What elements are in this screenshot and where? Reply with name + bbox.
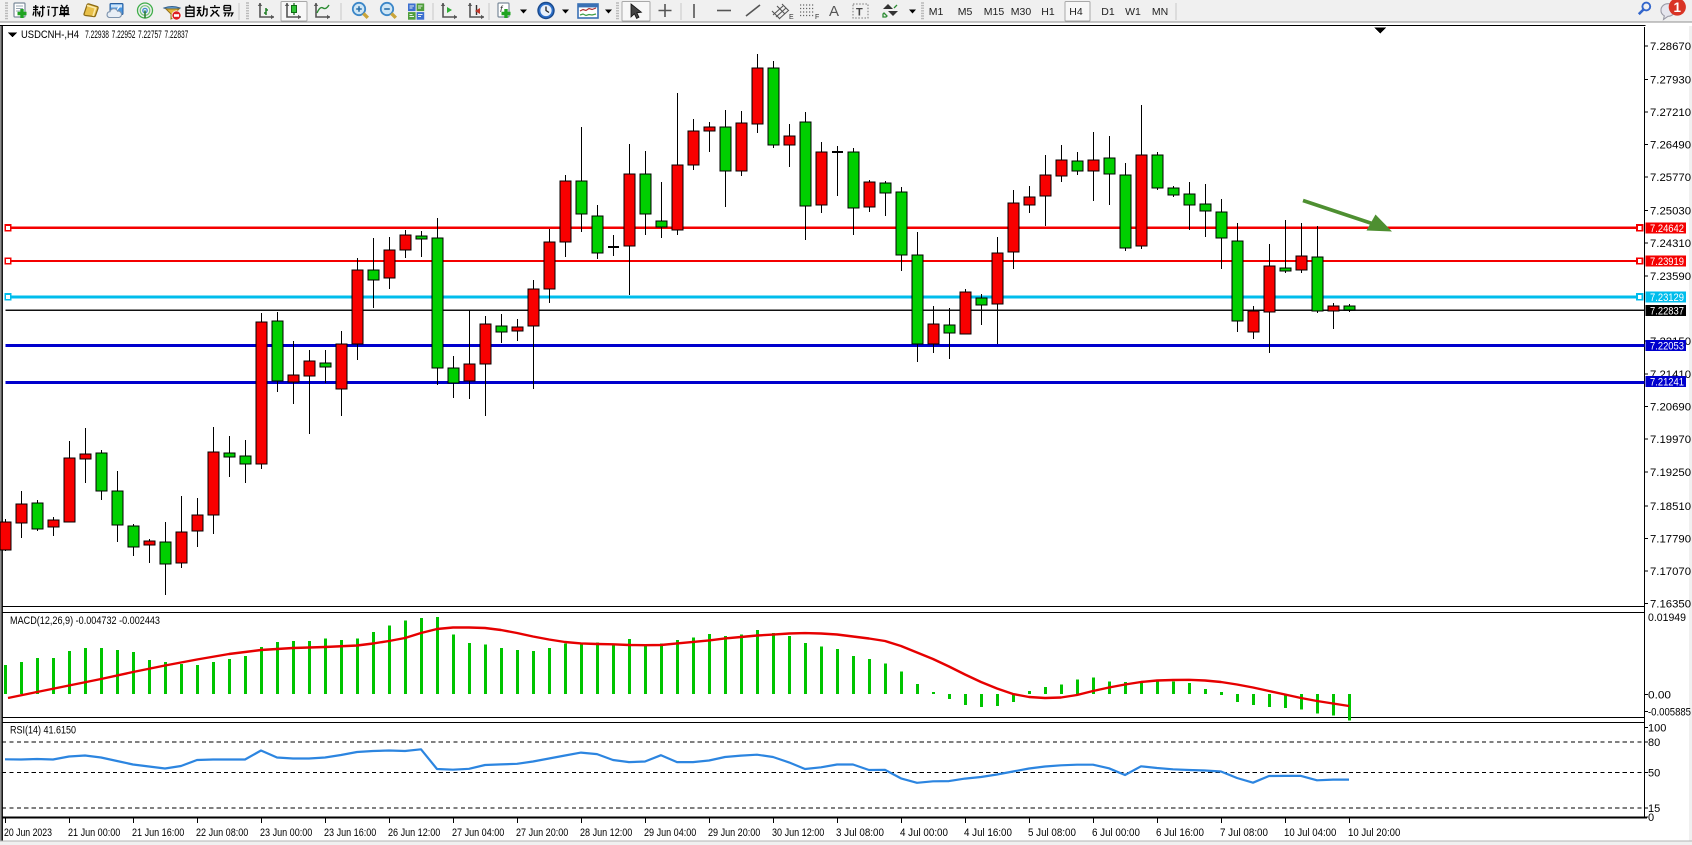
svg-text:7.23129: 7.23129 <box>1650 292 1684 304</box>
svg-text:M15: M15 <box>984 6 1005 18</box>
svg-text:7.19250: 7.19250 <box>1650 467 1691 479</box>
svg-text:15: 15 <box>1648 803 1660 815</box>
svg-text:7.22837: 7.22837 <box>1650 306 1684 318</box>
svg-text:7.25030: 7.25030 <box>1650 206 1691 218</box>
svg-text:7.21241: 7.21241 <box>1650 377 1684 389</box>
svg-text:100: 100 <box>1648 723 1666 735</box>
svg-text:3 Jul 08:00: 3 Jul 08:00 <box>836 827 884 839</box>
svg-text:7.27210: 7.27210 <box>1650 107 1691 119</box>
svg-text:10 Jul 20:00: 10 Jul 20:00 <box>1348 827 1400 839</box>
svg-text:0.01949: 0.01949 <box>1648 612 1686 624</box>
svg-text:4 Jul 00:00: 4 Jul 00:00 <box>900 827 948 839</box>
svg-text:29 Jun 04:00: 29 Jun 04:00 <box>644 827 696 839</box>
svg-text:A: A <box>829 3 839 20</box>
svg-text:7.24310: 7.24310 <box>1650 238 1691 250</box>
svg-text:F: F <box>815 14 819 21</box>
svg-text:7.22837: 7.22837 <box>165 29 189 41</box>
svg-text:MACD(12,26,9) -0.004732 -0.002: MACD(12,26,9) -0.004732 -0.002443 <box>10 615 160 627</box>
svg-text:MN: MN <box>1152 6 1168 18</box>
svg-text:T: T <box>856 7 863 19</box>
svg-text:27 Jun 04:00: 27 Jun 04:00 <box>452 827 504 839</box>
svg-text:6 Jul 16:00: 6 Jul 16:00 <box>1156 827 1204 839</box>
svg-text:5 Jul 08:00: 5 Jul 08:00 <box>1028 827 1076 839</box>
svg-text:7 Jul 08:00: 7 Jul 08:00 <box>1220 827 1268 839</box>
svg-text:USDCNH-,H4: USDCNH-,H4 <box>21 29 79 41</box>
svg-text:7.28670: 7.28670 <box>1650 41 1691 53</box>
svg-text:7.22757: 7.22757 <box>138 29 162 41</box>
svg-text:0.00: 0.00 <box>1648 690 1671 702</box>
svg-text:7.22952: 7.22952 <box>112 29 136 41</box>
svg-text:7.18510: 7.18510 <box>1650 501 1691 513</box>
svg-text:W1: W1 <box>1125 6 1141 18</box>
svg-text:21 Jun 00:00: 21 Jun 00:00 <box>68 827 120 839</box>
svg-text:M1: M1 <box>929 6 944 18</box>
svg-text:7.22053: 7.22053 <box>1650 341 1684 353</box>
svg-text:D1: D1 <box>1101 6 1115 18</box>
svg-text:7.16350: 7.16350 <box>1650 599 1691 611</box>
svg-text:28 Jun 12:00: 28 Jun 12:00 <box>580 827 632 839</box>
svg-text:7.19970: 7.19970 <box>1650 434 1691 446</box>
svg-text:10 Jul 04:00: 10 Jul 04:00 <box>1284 827 1336 839</box>
svg-text:7.26490: 7.26490 <box>1650 140 1691 152</box>
svg-text:7.17790: 7.17790 <box>1650 533 1691 545</box>
svg-text:6 Jul 00:00: 6 Jul 00:00 <box>1092 827 1140 839</box>
svg-text:7.27930: 7.27930 <box>1650 75 1691 87</box>
svg-text:23 Jun 16:00: 23 Jun 16:00 <box>324 827 376 839</box>
svg-text:E: E <box>789 14 794 21</box>
svg-text:27 Jun 20:00: 27 Jun 20:00 <box>516 827 568 839</box>
svg-text:23 Jun 00:00: 23 Jun 00:00 <box>260 827 312 839</box>
svg-text:4 Jul 16:00: 4 Jul 16:00 <box>964 827 1012 839</box>
svg-text:-0.005885: -0.005885 <box>1648 706 1691 718</box>
svg-text:H1: H1 <box>1041 6 1055 18</box>
svg-text:0: 0 <box>1648 812 1654 824</box>
svg-text:M30: M30 <box>1011 6 1032 18</box>
svg-text:7.22938: 7.22938 <box>85 29 109 41</box>
svg-text:7.23590: 7.23590 <box>1650 271 1691 283</box>
svg-text:80: 80 <box>1648 737 1660 749</box>
svg-text:7.23919: 7.23919 <box>1650 256 1684 268</box>
svg-text:7.20690: 7.20690 <box>1650 402 1691 414</box>
svg-text:1: 1 <box>1674 0 1682 15</box>
svg-text:29 Jun 20:00: 29 Jun 20:00 <box>708 827 760 839</box>
svg-text:7.24642: 7.24642 <box>1650 223 1684 235</box>
svg-text:30 Jun 12:00: 30 Jun 12:00 <box>772 827 824 839</box>
svg-text:50: 50 <box>1648 768 1660 780</box>
svg-text:22 Jun 08:00: 22 Jun 08:00 <box>196 827 248 839</box>
svg-text:7.25770: 7.25770 <box>1650 172 1691 184</box>
svg-text:f: f <box>500 4 504 14</box>
svg-text:H4: H4 <box>1069 6 1083 18</box>
svg-text:20 Jun 2023: 20 Jun 2023 <box>4 827 52 839</box>
svg-text:21 Jun 16:00: 21 Jun 16:00 <box>132 827 184 839</box>
svg-text:M5: M5 <box>958 6 973 18</box>
svg-text:26 Jun 12:00: 26 Jun 12:00 <box>388 827 440 839</box>
svg-text:7.17070: 7.17070 <box>1650 566 1691 578</box>
svg-text:RSI(14) 41.6150: RSI(14) 41.6150 <box>10 725 76 737</box>
